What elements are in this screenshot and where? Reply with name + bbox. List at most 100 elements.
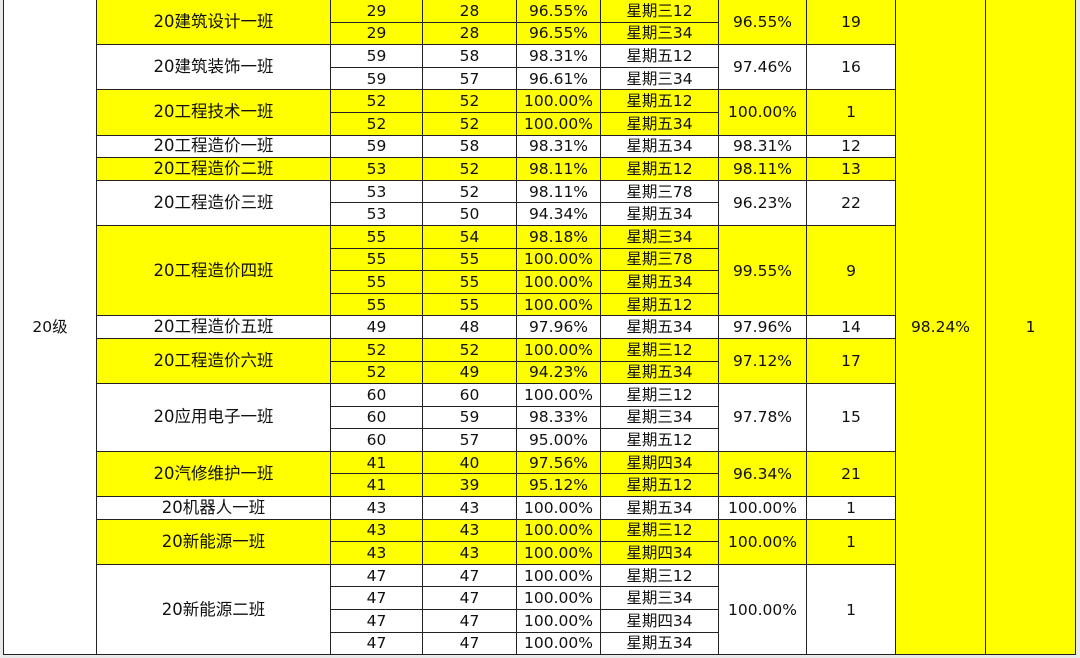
table-row: 47 47 100.00% 星期四34: [4, 609, 1076, 633]
attendance-table: 20级 20建筑设计一班 29 28 96.55% 星期三12 96.55% 19 98.24%…: [3, 0, 1076, 656]
actual-count: 55: [422, 247, 517, 272]
table-row: 52 52 100.00% 星期五34: [4, 111, 1076, 136]
class-rate: 100.00%: [718, 496, 807, 520]
table-row: 20应用电子一班 60 60 100.00% 星期三12 97.78% 15: [4, 383, 1076, 452]
table-row: 20新能源二班 47 47 100.00% 星期三12 100.00% 1: [4, 563, 1076, 656]
session-rate: 98.31%: [516, 44, 601, 68]
actual-count: 47: [422, 631, 517, 656]
expected-count: 43: [330, 541, 423, 565]
session-rate: 100.00%: [516, 383, 601, 407]
table-row: 20级 20建筑设计一班 29 28 96.55% 星期三12 96.55% 19 98.24%…: [3, 0, 1076, 656]
session-rate: 100.00%: [516, 631, 601, 656]
expected-count: 47: [330, 631, 423, 656]
expected-count: 47: [330, 563, 423, 588]
actual-count: 52: [422, 157, 517, 181]
class-rate: 97.78%: [718, 383, 807, 452]
expected-count: 52: [330, 337, 423, 362]
table-row: 20机器人一班 43 43 100.00% 星期五34 100.00% 1: [4, 496, 1076, 520]
expected-count: 59: [330, 66, 423, 91]
expected-count: 55: [330, 292, 423, 317]
session-rate: 100.00%: [516, 518, 601, 543]
class-name: 20工程造价一班: [96, 134, 331, 159]
expected-count: 60: [330, 383, 423, 407]
table-row: 20工程造价四班 55 54 98.18% 星期三34 99.55% 9: [4, 224, 1076, 317]
expected-count: 52: [330, 111, 423, 136]
class-rate: 98.11%: [718, 157, 807, 181]
session-time: 星期三12: [600, 563, 719, 588]
table-row: 52 49 94.23% 星期五34: [4, 360, 1076, 385]
session-time: 星期三34: [600, 21, 719, 46]
class-rank: 1: [806, 496, 896, 520]
session-time: 星期三34: [600, 586, 719, 611]
actual-count: 52: [422, 337, 517, 362]
grade-rate: 98.24%: [895, 0, 986, 656]
class-name: 20新能源一班: [96, 518, 331, 565]
table-row: 20工程造价五班 49 48 97.96% 星期五34 97.96% 14: [4, 315, 1076, 339]
expected-count: 59: [330, 134, 423, 159]
class-rate: 96.23%: [718, 179, 807, 226]
table-row: 29 28 96.55% 星期三34: [4, 21, 1076, 46]
session-rate: 96.55%: [516, 0, 601, 23]
class-name: 20工程造价四班: [96, 224, 331, 317]
session-rate: 98.31%: [516, 134, 601, 159]
session-time: 星期五12: [600, 292, 719, 317]
actual-count: 58: [422, 134, 517, 159]
table-row: 20工程技术一班 52 52 100.00% 星期五12 100.00% 1: [4, 89, 1076, 136]
expected-count: 47: [330, 586, 423, 611]
class-rank: 17: [806, 337, 896, 385]
class-rank: 22: [806, 179, 896, 226]
session-rate: 98.18%: [516, 224, 601, 249]
table-row: 20工程造价六班 52 52 100.00% 星期三12 97.12% 17: [4, 337, 1076, 385]
actual-count: 57: [422, 66, 517, 91]
class-rank: 1: [806, 563, 896, 656]
session-time: 星期三12: [600, 0, 719, 23]
class-name: 20机器人一班: [96, 496, 331, 520]
actual-count: 28: [422, 21, 517, 46]
table-row: 20工程造价三班 53 52 98.11% 星期三78 96.23% 22: [4, 179, 1076, 226]
class-rank: 1: [806, 518, 896, 565]
session-rate: 100.00%: [516, 496, 601, 520]
class-name: 20工程造价二班: [96, 157, 331, 181]
expected-count: 53: [330, 202, 423, 226]
session-time: 星期五34: [600, 270, 719, 294]
class-rate: 96.55%: [718, 0, 807, 46]
class-rate: 97.12%: [718, 337, 807, 385]
actual-count: 50: [422, 202, 517, 226]
session-rate: 100.00%: [516, 111, 601, 136]
class-rank: 16: [806, 44, 896, 91]
actual-count: 47: [422, 563, 517, 588]
table-row: 47 47 100.00% 星期五34: [4, 631, 1076, 656]
class-name: 20工程造价三班: [96, 179, 331, 226]
grade-cell: 20级: [3, 0, 97, 656]
expected-count: 29: [330, 21, 423, 46]
class-rate: 98.31%: [718, 134, 807, 159]
session-time: 星期五34: [600, 315, 719, 339]
actual-count: 55: [422, 270, 517, 294]
expected-count: 49: [330, 315, 423, 339]
session-time: 星期五34: [600, 631, 719, 656]
session-rate: 100.00%: [516, 337, 601, 362]
actual-count: 59: [422, 405, 517, 430]
expected-count: 55: [330, 247, 423, 272]
actual-count: 39: [422, 473, 517, 498]
table-row: 41 39 95.12% 星期五12: [4, 473, 1076, 498]
class-rank: 1: [806, 89, 896, 136]
expected-count: 60: [330, 428, 423, 452]
actual-count: 40: [422, 450, 517, 475]
session-time: 星期四34: [600, 541, 719, 565]
class-name: 20工程技术一班: [96, 89, 331, 136]
class-rank: 9: [806, 224, 896, 317]
class-rate: 97.46%: [718, 44, 807, 91]
actual-count: 48: [422, 315, 517, 339]
expected-count: 43: [330, 518, 423, 543]
expected-count: 55: [330, 270, 423, 294]
table-row: 55 55 100.00% 星期五34: [4, 270, 1076, 294]
session-time: 星期五34: [600, 496, 719, 520]
class-rank: 19: [806, 0, 896, 46]
session-rate: 100.00%: [516, 292, 601, 317]
actual-count: 52: [422, 179, 517, 204]
session-rate: 96.55%: [516, 21, 601, 46]
session-rate: 94.34%: [516, 202, 601, 226]
session-rate: 98.33%: [516, 405, 601, 430]
session-rate: 100.00%: [516, 609, 601, 633]
